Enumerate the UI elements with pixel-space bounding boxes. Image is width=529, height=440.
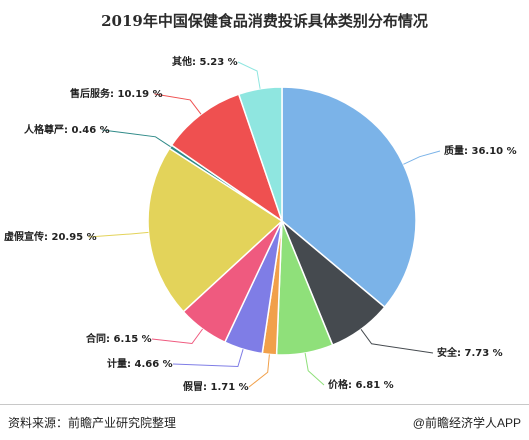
leader-line-1 [403, 150, 441, 165]
leader-line-7 [88, 231, 149, 238]
leader-line-10 [237, 61, 261, 89]
leader-line-4 [248, 354, 270, 388]
leader-line-6 [151, 328, 204, 345]
source-note: 资料来源：前瞻产业研究院整理 [8, 416, 177, 430]
pie-slice-10 [237, 86, 283, 222]
slice-label-3: 价格: 6.81 % [328, 378, 394, 391]
pie-slice-9 [170, 93, 284, 223]
slice-label-8: 人格尊严: 0.46 % [24, 123, 110, 136]
leader-line-3 [304, 352, 325, 386]
slice-label-6: 合同: 6.15 % [85, 332, 152, 345]
slice-label-10: 其他: 5.23 % [172, 55, 238, 68]
chart-title: 2019年中国保健食品消费投诉具体类别分布情况 [101, 12, 428, 30]
pie-chart: 质量: 36.10 % 安全: 7.73 % 价格: 6.81 % 假冒: 1.71 … [4, 55, 517, 393]
footer: 资料来源：前瞻产业研究院整理 @前瞻经济学人APP [0, 404, 529, 440]
leader-line-2 [360, 329, 434, 354]
leader-line-8 [102, 129, 171, 148]
slice-label-9: 售后服务: 10.19 % [70, 87, 163, 100]
pie-slice-7 [147, 147, 284, 313]
slice-label-5: 计量: 4.66 % [107, 357, 173, 370]
leader-line-9 [154, 93, 202, 115]
brand-credit: @前瞻经济学人APP [412, 416, 521, 430]
slice-label-1: 质量: 36.10 % [444, 144, 517, 157]
slice-label-4: 假冒: 1.71 % [183, 380, 249, 393]
leader-line-5 [172, 349, 244, 368]
slice-label-2: 安全: 7.73 % [437, 346, 503, 359]
slice-label-7: 虚假宣传: 20.95 % [4, 230, 97, 243]
